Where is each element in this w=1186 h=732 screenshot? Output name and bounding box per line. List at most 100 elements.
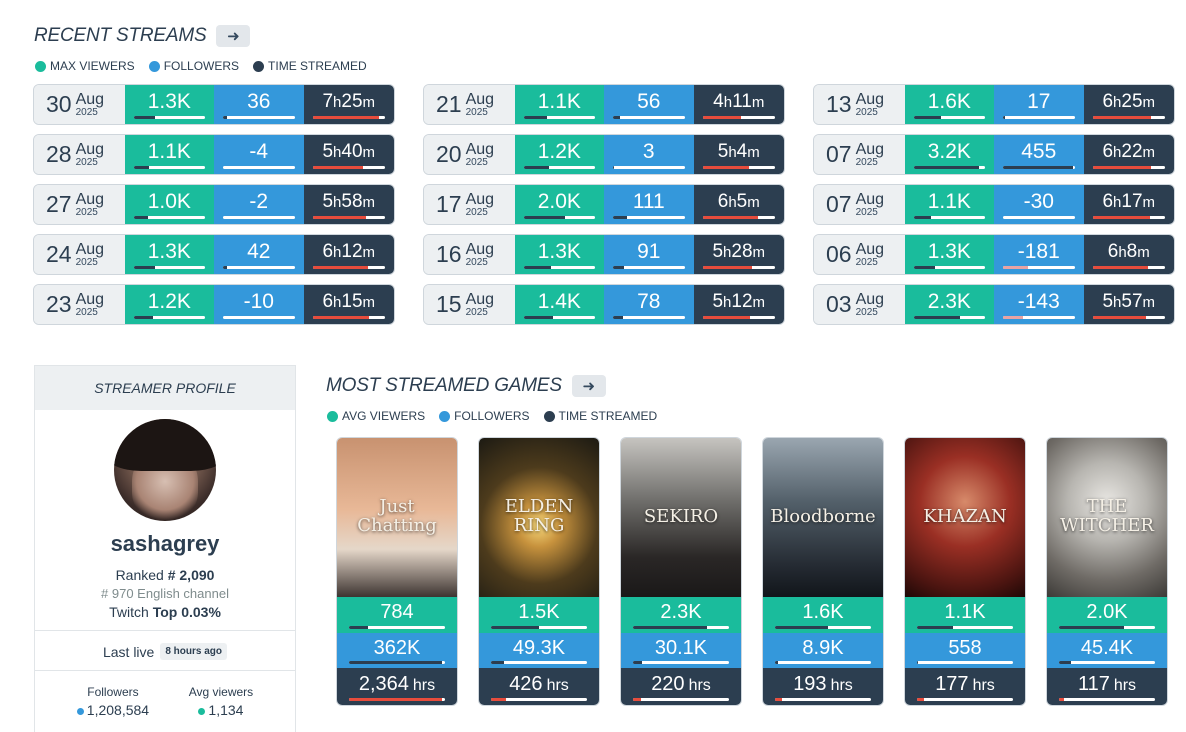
max-viewers-value: 1.2K [147, 290, 191, 313]
game-cover-title: KHAZAN [923, 505, 1007, 527]
stream-card[interactable]: 07 Aug 2025 3.2K 455 6h22m [813, 134, 1175, 175]
followers-value: -181 [1017, 240, 1060, 263]
followers-cell: -2 [214, 185, 304, 224]
stream-card[interactable]: 17 Aug 2025 2.0K 111 6h5m [423, 184, 785, 225]
max-viewers-bar [913, 116, 986, 119]
game-card[interactable]: THE WITCHER 2.0K 45.4K 117 hrs [1046, 437, 1168, 706]
time-streamed-cell: 5h12m [693, 285, 784, 324]
stream-year: 2025 [75, 306, 98, 318]
arrow-right-icon[interactable]: ➜ [216, 25, 251, 47]
game-card[interactable]: Bloodborne 1.6K 8.9K 193 hrs [762, 437, 884, 706]
legend-dot-icon [148, 60, 160, 72]
username[interactable]: sashagrey [110, 531, 220, 556]
avg-viewers-value: 1.5K [518, 601, 560, 624]
stream-card[interactable]: 24 Aug 2025 1.3K 42 6h12m [33, 234, 395, 275]
avatar[interactable] [114, 419, 216, 521]
game-card[interactable]: Just Chatting 784 362K 2,364 hrs [336, 437, 458, 706]
time-streamed-value: 5h4m [717, 141, 760, 162]
max-viewers-bar [523, 216, 596, 219]
stream-month: Aug [75, 190, 105, 208]
stream-day: 07 [826, 191, 852, 217]
stream-month: Aug [75, 240, 105, 258]
max-viewers-bar [913, 316, 986, 319]
game-cover-image[interactable]: THE WITCHER [1047, 438, 1167, 597]
stream-card[interactable]: 20 Aug 2025 1.2K 3 5h4m [423, 134, 785, 175]
followers-value: 30.1K [654, 636, 708, 659]
game-cover-image[interactable]: ELDEN RING [479, 438, 599, 597]
followers-bar [613, 266, 685, 269]
time-streamed-bar [702, 166, 775, 169]
time-streamed-value: 193 hrs [793, 673, 853, 696]
game-cover-image[interactable]: KHAZAN [905, 438, 1025, 597]
time-minutes: 40 [341, 141, 363, 162]
time-streamed-cell: 426 hrs [479, 668, 599, 705]
stream-card[interactable]: 13 Aug 2025 1.6K 17 6h25m [813, 84, 1175, 125]
stream-card[interactable]: 30 Aug 2025 1.3K 36 7h25m [33, 84, 395, 125]
avg-viewers-cell: 784 [337, 596, 457, 633]
game-cover-image[interactable]: Just Chatting [337, 438, 457, 597]
followers-bar [633, 661, 729, 665]
hours-value: 193 [793, 673, 827, 696]
max-viewers-value: 2.0K [537, 190, 581, 213]
stream-card[interactable]: 07 Aug 2025 1.1K -30 6h17m [813, 184, 1175, 225]
game-cover-image[interactable]: SEKIRO [621, 438, 741, 597]
stream-month: Aug [855, 240, 885, 258]
stream-month-year: Aug 2025 [466, 141, 494, 168]
hours-unit: hrs [830, 677, 853, 695]
language-rank: # 970 English channel [101, 586, 229, 601]
stream-date: 15 Aug 2025 [424, 285, 515, 324]
max-viewers-bar [523, 266, 596, 269]
followers-cell: 558 [905, 632, 1025, 669]
recent-streams-title: RECENT STREAMS [34, 25, 207, 46]
max-viewers-cell: 1.3K [124, 85, 215, 124]
game-card[interactable]: ELDEN RING 1.5K 49.3K 426 hrs [478, 437, 600, 706]
time-hours: 7 [322, 91, 334, 112]
legend-time-streamed: TIME STREAMED [253, 59, 367, 73]
time-streamed-value: 426 hrs [509, 673, 569, 696]
game-cover-image[interactable]: Bloodborne [763, 438, 883, 597]
followers-cell: 91 [604, 235, 694, 274]
stream-card[interactable]: 27 Aug 2025 1.0K -2 5h58m [33, 184, 395, 225]
stream-month-year: Aug 2025 [855, 240, 885, 268]
max-viewers-cell: 1.3K [904, 235, 995, 274]
stream-month: Aug [465, 90, 495, 108]
followers-value: 56 [637, 90, 661, 113]
followers-cell: 56 [604, 85, 694, 124]
legend-label: FOLLOWERS [454, 409, 530, 423]
stream-card[interactable]: 28 Aug 2025 1.1K -4 5h40m [33, 134, 395, 175]
time-streamed-bar [1059, 698, 1155, 701]
avg-viewers-cell: 1.1K [905, 596, 1025, 633]
stream-card[interactable]: 03 Aug 2025 2.3K -143 5h57m [813, 284, 1175, 325]
stream-card[interactable]: 06 Aug 2025 1.3K -181 6h8m [813, 234, 1175, 275]
max-viewers-bar [523, 316, 596, 319]
arrow-right-icon[interactable]: ➜ [571, 375, 606, 397]
stream-year: 2025 [855, 106, 878, 118]
max-viewers-cell: 1.1K [124, 135, 215, 174]
max-viewers-value: 1.1K [927, 190, 971, 213]
stream-month-year: Aug 2025 [466, 191, 494, 218]
max-viewers-bar [133, 116, 206, 119]
time-streamed-value: 5h40m [322, 141, 376, 162]
max-viewers-cell: 1.6K [904, 85, 995, 124]
followers-bar [775, 661, 871, 665]
stream-day: 03 [826, 291, 852, 317]
max-viewers-value: 1.3K [147, 240, 191, 263]
stream-card[interactable]: 23 Aug 2025 1.2K -10 6h15m [33, 284, 395, 325]
followers-value: 362K [373, 636, 421, 659]
stream-day: 24 [46, 241, 72, 267]
game-card[interactable]: KHAZAN 1.1K 558 177 hrs [904, 437, 1026, 706]
stream-month-year: Aug 2025 [856, 291, 884, 318]
followers-value: -4 [249, 140, 269, 163]
games-title: MOST STREAMED GAMES [326, 375, 562, 396]
max-viewers-value: 3.2K [927, 140, 971, 163]
time-streamed-cell: 5h58m [303, 185, 394, 224]
legend-dot-icon [35, 60, 46, 72]
stream-month: Aug [465, 240, 495, 258]
game-card[interactable]: SEKIRO 2.3K 30.1K 220 hrs [620, 437, 742, 706]
stream-card[interactable]: 21 Aug 2025 1.1K 56 4h11m [423, 84, 785, 125]
stream-card[interactable]: 15 Aug 2025 1.4K 78 5h12m [423, 284, 785, 325]
stream-card[interactable]: 16 Aug 2025 1.3K 91 5h28m [423, 234, 785, 275]
followers-value: -10 [243, 290, 274, 313]
max-viewers-cell: 1.1K [904, 185, 995, 224]
time-hours: 6 [1102, 141, 1114, 162]
